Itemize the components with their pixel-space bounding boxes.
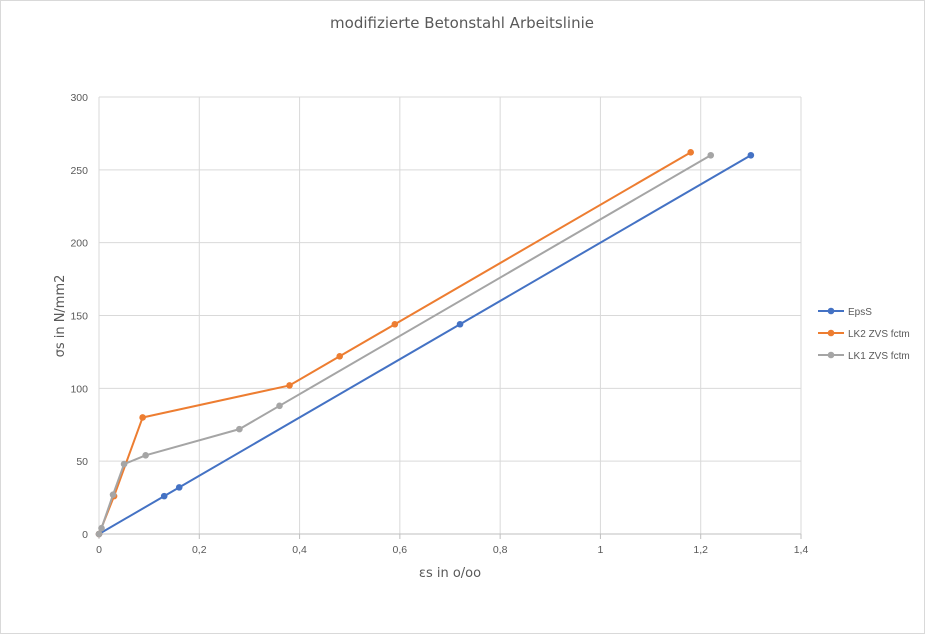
legend-label: LK2 ZVS fctm bbox=[848, 329, 910, 340]
data-point bbox=[391, 320, 399, 328]
series-line bbox=[98, 154, 712, 535]
x-tick-label: 0 bbox=[96, 544, 102, 556]
chart-title: modifizierte Betonstahl Arbeitslinie bbox=[330, 14, 594, 32]
x-tick-label: 1 bbox=[598, 544, 604, 556]
series-line bbox=[98, 151, 692, 535]
legend-swatch-marker bbox=[827, 351, 835, 359]
data-point bbox=[98, 524, 105, 532]
y-tick-label: 50 bbox=[76, 456, 88, 468]
x-tick-label: 0,2 bbox=[192, 544, 207, 556]
x-axis-label: εs in o/oo bbox=[419, 566, 481, 581]
y-tick-label: 150 bbox=[70, 311, 88, 323]
data-point bbox=[120, 460, 128, 468]
y-tick-label: 0 bbox=[82, 529, 88, 541]
data-point bbox=[276, 402, 283, 410]
y-tick-label: 100 bbox=[70, 383, 88, 395]
legend-swatch-marker bbox=[827, 307, 835, 315]
data-point bbox=[95, 530, 103, 538]
x-tick-label: 0,6 bbox=[393, 544, 408, 556]
y-tick-label: 250 bbox=[70, 165, 88, 177]
x-tick-labels: 0 0,2 0,4 0,6 0,8 1 1,2 1,4 bbox=[96, 544, 808, 556]
legend-swatch-marker bbox=[827, 329, 835, 337]
y-axis-label: σs in N/mm2 bbox=[53, 275, 68, 358]
y-tick-label: 200 bbox=[70, 238, 88, 250]
x-tick-label: 1,4 bbox=[794, 544, 809, 556]
data-point bbox=[286, 382, 293, 389]
data-point bbox=[687, 149, 694, 156]
y-tick-labels: 0 50 100 150 200 250 300 bbox=[70, 92, 88, 541]
legend: EpsS LK2 ZVS fctm LK1 ZVS fctm bbox=[818, 307, 910, 362]
data-point bbox=[109, 491, 117, 498]
data-point bbox=[707, 151, 715, 159]
data-point bbox=[336, 352, 343, 360]
data-point bbox=[747, 151, 755, 159]
data-point bbox=[142, 452, 149, 459]
legend-label: LK1 ZVS fctm bbox=[848, 351, 910, 362]
data-point bbox=[456, 320, 464, 328]
data-point bbox=[175, 484, 183, 491]
series-line bbox=[98, 154, 752, 535]
series-group bbox=[95, 149, 755, 538]
data-point bbox=[139, 414, 146, 421]
x-tick-label: 0,8 bbox=[493, 544, 508, 556]
x-tick-label: 1,2 bbox=[693, 544, 708, 556]
data-point bbox=[160, 492, 168, 500]
x-tick-label: 0,4 bbox=[292, 544, 307, 556]
y-tick-label: 300 bbox=[70, 92, 88, 104]
legend-label: EpsS bbox=[848, 307, 872, 318]
data-point bbox=[236, 425, 243, 433]
